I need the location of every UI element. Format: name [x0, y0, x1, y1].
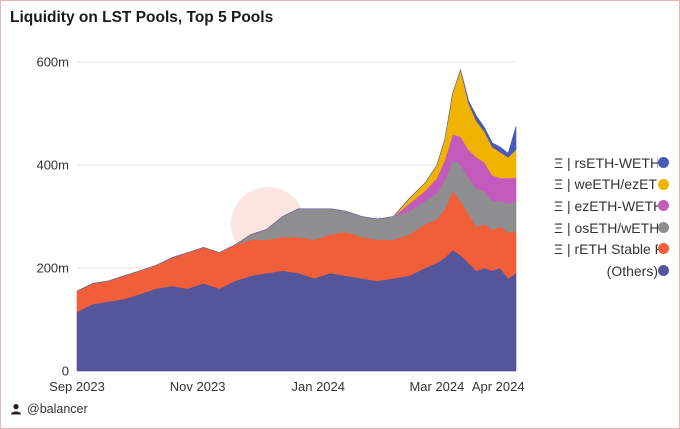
- legend-label: (Others): [606, 262, 658, 279]
- x-tick-label: Apr 2024: [472, 379, 525, 394]
- legend-swatch: [658, 264, 669, 276]
- legend-swatch: [658, 243, 669, 255]
- legend-swatch: [658, 200, 669, 212]
- legend: Ξ | rsETH-WETH Ξ | weETH/ezETH Ξ | ezETH-W…: [540, 152, 680, 282]
- legend-label: Ξ | weETH/ezETH: [554, 176, 658, 193]
- legend-swatch: [658, 178, 669, 190]
- legend-item[interactable]: Ξ | weETH/ezETH: [540, 174, 680, 196]
- footer: @balancer: [10, 402, 88, 416]
- x-tick-label: Sep 2023: [49, 379, 105, 394]
- legend-item[interactable]: (Others): [540, 260, 680, 282]
- legend-label: Ξ | osETH/wETH: [554, 219, 658, 236]
- chart-title: Liquidity on LST Pools, Top 5 Pools: [10, 9, 274, 26]
- footer-handle: @balancer: [27, 402, 88, 416]
- legend-item[interactable]: Ξ | ezETH-WETH: [540, 195, 680, 217]
- x-tick-label: Mar 2024: [409, 379, 464, 394]
- legend-item[interactable]: Ξ | rsETH-WETH: [540, 152, 680, 174]
- y-tick-label: 0: [62, 364, 69, 379]
- user-icon: [11, 404, 21, 415]
- legend-item[interactable]: Ξ | rETH Stable Pool: [540, 238, 680, 260]
- y-tick-label: 200m: [36, 261, 69, 276]
- legend-label: Ξ | rETH Stable Pool: [554, 241, 658, 258]
- y-tick-label: 400m: [36, 158, 69, 173]
- area-series-rseth-weth: [76, 68, 517, 292]
- x-tick-label: Nov 2023: [170, 379, 226, 394]
- legend-swatch: [658, 221, 669, 233]
- legend-label: Ξ | ezETH-WETH: [554, 197, 658, 214]
- legend-label: Ξ | rsETH-WETH: [554, 154, 658, 171]
- x-tick-label: Jan 2024: [292, 379, 346, 394]
- y-tick-label: 600m: [36, 55, 69, 70]
- legend-swatch: [658, 157, 669, 168]
- legend-item[interactable]: Ξ | osETH/wETH: [540, 217, 680, 239]
